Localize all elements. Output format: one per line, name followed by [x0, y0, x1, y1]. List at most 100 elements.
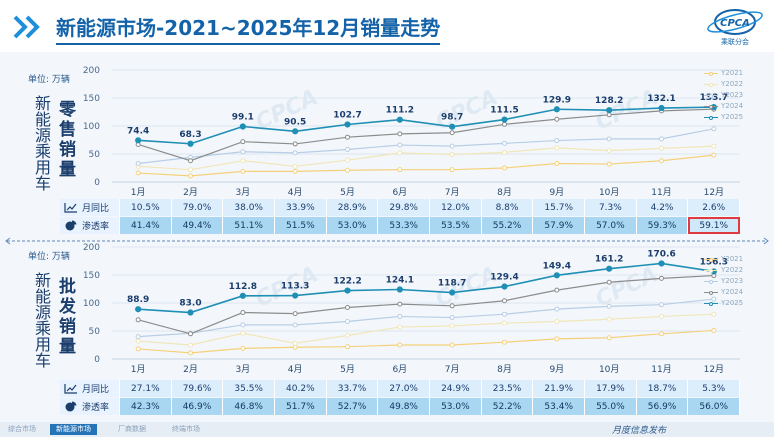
table-cell: 56.9%	[636, 398, 689, 415]
data-label: 111.5	[490, 106, 518, 116]
footer-tab-overall[interactable]: 综合市场	[8, 425, 36, 433]
table-cell: 4.2%	[636, 199, 689, 216]
table-cell: 79.0%	[171, 199, 224, 216]
legend-label: Y2023	[721, 277, 744, 285]
data-point	[292, 292, 299, 299]
table-cell: 18.7%	[636, 380, 689, 397]
data-point	[239, 123, 246, 130]
legend-label: Y2022	[721, 80, 744, 88]
table-cell: 51.7%	[275, 398, 327, 415]
data-point	[292, 344, 298, 350]
data-point	[554, 318, 560, 324]
svg-text:乘联分会: 乘联分会	[721, 37, 749, 46]
data-point	[449, 123, 456, 130]
retail-penetration-head: 渗透率	[60, 217, 120, 234]
data-point	[240, 139, 246, 145]
data-point	[397, 142, 403, 148]
legend-swatch	[704, 301, 718, 307]
data-point	[240, 330, 246, 336]
table-cell: 46.9%	[171, 398, 224, 415]
data-point	[502, 149, 507, 155]
table-cell: 2.6%	[688, 199, 741, 216]
data-point	[344, 287, 351, 294]
line-chart-icon	[64, 384, 77, 394]
legend-swatch	[704, 71, 718, 77]
legend-swatch	[704, 82, 718, 88]
table-cell: 10.5%	[120, 199, 172, 216]
data-point	[502, 298, 507, 304]
line-chart-icon	[64, 203, 77, 213]
table-cell: 46.8%	[223, 398, 276, 415]
y-tick-label: 150	[83, 94, 100, 104]
data-label: 98.7	[441, 113, 463, 123]
wholesale-side-label: 新能源乘用车	[32, 272, 51, 368]
data-point	[135, 346, 141, 352]
data-point	[188, 331, 193, 337]
footer-tab-terminal[interactable]: 终端市场	[172, 425, 200, 433]
data-label: 88.9	[127, 295, 149, 305]
data-point	[449, 303, 455, 309]
x-tick-label: 11月	[651, 364, 671, 375]
data-point	[397, 131, 403, 137]
data-label: 128.2	[595, 96, 623, 106]
legend-item: Y2023	[704, 276, 743, 287]
footer-tab-nev[interactable]: 新能源市场	[50, 424, 97, 435]
table-cell: 57.0%	[585, 217, 637, 234]
data-label: 68.3	[179, 130, 201, 140]
x-tick-label: 1月	[131, 187, 146, 198]
data-point	[553, 272, 560, 279]
x-tick-label: 7月	[445, 364, 460, 375]
legend-swatch	[704, 268, 718, 274]
data-point	[502, 165, 507, 171]
data-point	[606, 265, 613, 272]
data-point	[554, 336, 560, 342]
data-point	[397, 342, 403, 348]
wholesale-legend: Y2021 Y2022 Y2023 Y2024 Y2025	[704, 254, 743, 309]
data-point	[606, 107, 613, 114]
legend-swatch	[704, 115, 718, 121]
series-line-y2025	[138, 106, 714, 145]
retail-side-label: 新能源乘用车	[32, 95, 51, 191]
data-point	[188, 342, 193, 348]
data-point	[711, 327, 717, 333]
data-point	[344, 121, 351, 128]
table-cell: 8.8%	[481, 199, 534, 216]
x-tick-label: 3月	[235, 187, 250, 198]
data-label: 122.2	[333, 277, 361, 287]
data-point	[711, 296, 717, 302]
data-label: 129.4	[490, 273, 518, 283]
table-cell: 51.1%	[223, 217, 276, 234]
wholesale-penetration-row: 渗透率 42.3% 46.9% 46.8% 51.7% 52.7% 49.8% 53.0% 5…	[60, 398, 741, 415]
data-point	[345, 167, 350, 173]
legend-label: Y2025	[721, 299, 744, 307]
data-point	[187, 140, 194, 147]
svg-text:CPCA: CPCA	[720, 18, 750, 29]
retail-yoy-label: 月同比	[82, 204, 110, 214]
data-point	[659, 275, 664, 281]
legend-swatch	[704, 104, 718, 110]
data-label: 170.6	[647, 249, 675, 259]
table-cell: 42.3%	[120, 398, 172, 415]
data-point	[240, 345, 246, 351]
legend-item: Y2021	[704, 68, 743, 79]
legend-label: Y2023	[721, 91, 744, 99]
data-point	[606, 316, 612, 322]
wholesale-yoy-head: 月同比	[60, 380, 120, 397]
data-point	[345, 147, 350, 153]
series-line-y2024	[138, 274, 714, 335]
data-point	[711, 152, 717, 158]
legend-label: Y2021	[721, 69, 744, 77]
table-cell: 55.2%	[481, 217, 534, 234]
data-point	[292, 150, 298, 156]
data-point	[345, 318, 350, 324]
data-point	[449, 289, 456, 296]
retail-unit-label: 单位: 万辆	[28, 75, 70, 85]
data-point	[135, 334, 141, 340]
wholesale-unit-label: 单位: 万辆	[28, 252, 70, 262]
footer-tab-maker[interactable]: 厂商数据	[118, 425, 146, 433]
retail-section-label: 零售销量	[55, 100, 75, 180]
data-label: 112.8	[229, 282, 257, 292]
table-cell: 53.4%	[533, 398, 586, 415]
